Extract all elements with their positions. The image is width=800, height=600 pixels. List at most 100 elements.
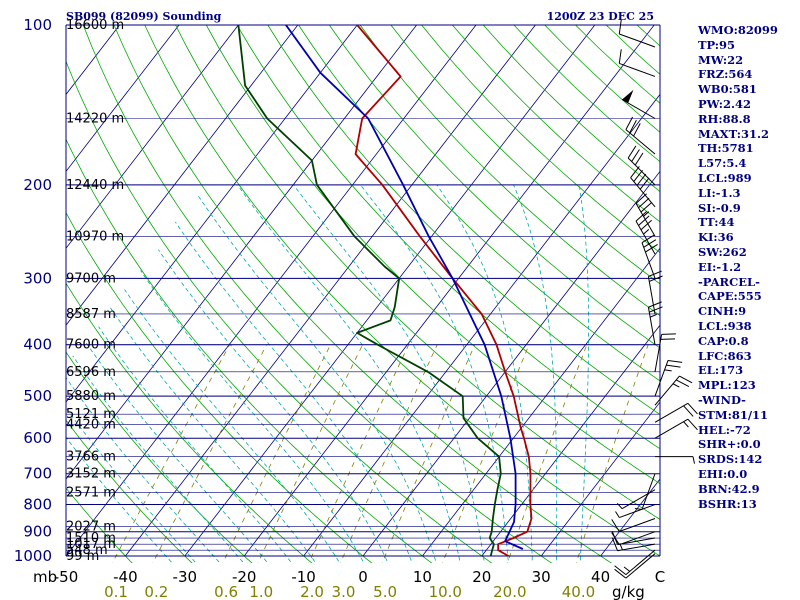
- mixing-ratio-tick-label: 40.0: [562, 583, 595, 600]
- wind-barb-staff: [647, 307, 656, 345]
- height-label: 2027 m: [66, 520, 116, 535]
- temperature-tick-label: -20: [232, 568, 257, 586]
- sounding-profiles: [237, 25, 533, 557]
- height-label: 12440 m: [66, 178, 124, 193]
- mixing-ratio-line: [340, 344, 438, 563]
- wind-barb: [654, 402, 698, 423]
- wind-barb-feather: [638, 215, 650, 226]
- mixing-ratio-tick-label: 3.0: [332, 583, 356, 600]
- wind-barb-feather: [631, 149, 640, 162]
- wind-barb-half-feather: [615, 511, 620, 518]
- moist-adiabat-line: [124, 289, 341, 563]
- wind-barb: [615, 504, 656, 519]
- dry-adiabat-line: [144, 25, 660, 557]
- wind-barb-staff: [625, 553, 656, 579]
- wind-barb: [635, 211, 656, 255]
- pressure-unit-label: mb: [33, 568, 57, 586]
- wind-barb-half-feather: [643, 228, 650, 235]
- temperature-tick-label: 10: [413, 568, 432, 586]
- temperature-tick-label: 30: [532, 568, 551, 586]
- index-item: CINH:9: [698, 304, 747, 319]
- wind-barb: [647, 301, 663, 345]
- wind-barb-half-feather: [643, 211, 650, 217]
- wind-barb-feather: [633, 123, 641, 137]
- pressure-tick-label: 1000: [14, 547, 52, 565]
- index-item: CAP:0.8: [698, 333, 749, 348]
- isotherm-line: [125, 25, 536, 557]
- index-item: -WIND-: [698, 392, 746, 407]
- moist-adiabat-line: [198, 195, 437, 563]
- pressure-tick-label: 500: [23, 387, 52, 405]
- height-label: 4420 m: [66, 417, 116, 432]
- moist-adiabat-line: [175, 221, 413, 563]
- height-label: 5880 m: [66, 389, 116, 404]
- wind-barb-feather: [614, 565, 627, 575]
- wind-barb: [625, 116, 656, 155]
- index-item: BRN:42.9: [698, 481, 760, 496]
- index-item: LCL:989: [698, 170, 752, 185]
- pressure-tick-label: 900: [23, 523, 52, 541]
- index-item: LI:-1.3: [698, 185, 741, 200]
- wind-barb-feather: [687, 402, 698, 415]
- height-label: 16600 m: [66, 18, 124, 33]
- dry-adiabat-line: [175, 25, 660, 520]
- wind-barb-half-feather: [623, 566, 631, 572]
- index-item: EL:173: [698, 363, 744, 378]
- temperature-tick-label: 40: [591, 568, 610, 586]
- mixing-ratio-line: [575, 344, 649, 563]
- wind-barb: [618, 19, 656, 48]
- wind-barb-half-feather: [616, 503, 623, 509]
- dry-adiabat-line: [82, 25, 553, 563]
- wind-barb: [634, 473, 656, 510]
- wind-barb-half-feather: [683, 421, 689, 428]
- dry-adiabat-line: [66, 282, 313, 563]
- pressure-tick-label: 300: [23, 269, 52, 287]
- wind-barb-staff: [619, 504, 656, 519]
- pressure-tick-label: 800: [23, 496, 52, 514]
- height-label: 10970 m: [66, 229, 124, 244]
- dry-adiabat-line: [205, 25, 660, 485]
- wind-barb: [611, 531, 656, 546]
- height-label: 99 m: [66, 549, 99, 564]
- wind-barb-feather: [641, 234, 655, 244]
- wind-barb-feather: [633, 169, 643, 182]
- index-item: STM:81/11: [698, 407, 769, 422]
- height-label: 2571 m: [66, 486, 116, 501]
- wind-barb-staff: [654, 375, 680, 406]
- wind-barb: [647, 270, 663, 314]
- dry-adiabat-line: [66, 138, 433, 563]
- wind-barb-feather: [687, 418, 698, 431]
- wind-barb-half-feather: [649, 313, 657, 318]
- isotherm-line: [66, 25, 358, 403]
- index-item: SW:262: [698, 244, 747, 259]
- wind-barb-staff: [619, 531, 656, 546]
- height-label: 9700 m: [66, 271, 116, 286]
- dry-adiabat-line: [66, 60, 493, 563]
- wind-barb-feather: [618, 49, 622, 64]
- height-label: 8587 m: [66, 307, 116, 322]
- wind-barb-staff: [635, 220, 656, 255]
- wind-barb-staff: [619, 33, 656, 48]
- wind-barb-feather: [618, 19, 622, 35]
- height-label: 5121 m: [66, 407, 116, 422]
- wind-barb-feather: [683, 405, 694, 417]
- isotherm-line: [184, 25, 596, 557]
- wind-barb-feather: [675, 379, 690, 388]
- wind-barb-staff: [619, 62, 656, 77]
- wind-barb: [635, 193, 656, 237]
- mixing-ratio-line: [381, 344, 476, 563]
- wind-barb: [614, 553, 656, 579]
- wind-barb-staff: [617, 543, 656, 552]
- wind-barb-staff: [627, 157, 656, 186]
- mixing-ratio-line: [442, 344, 530, 563]
- wind-barb: [654, 359, 683, 397]
- height-label: 7600 m: [66, 338, 116, 353]
- mixing-ratio-line: [308, 344, 410, 563]
- mixing-ratio-tick-label: 2.0: [300, 583, 324, 600]
- wind-barb-feather: [643, 239, 657, 248]
- wind-barb-feather: [611, 532, 620, 545]
- index-item: TT:44: [698, 215, 735, 230]
- isotherm-line: [66, 25, 299, 326]
- mixing-ratio-tick-label: 0.6: [214, 583, 238, 600]
- sounding-time: 1200Z 23 DEC 25: [547, 10, 654, 23]
